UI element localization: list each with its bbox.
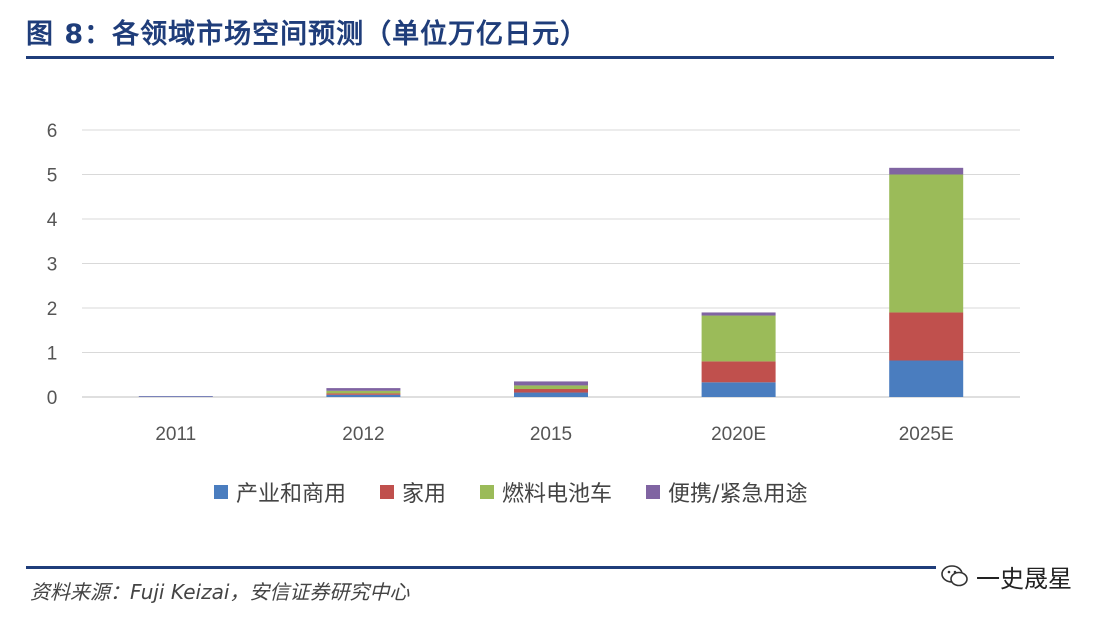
figure-title: 图 8：各领域市场空间预测（单位万亿日元） xyxy=(26,19,589,50)
bar-segment xyxy=(514,388,588,393)
bar-segment xyxy=(701,361,776,383)
legend-swatch xyxy=(480,485,495,499)
x-tick-label: 2015 xyxy=(530,424,572,445)
bar-segment xyxy=(514,381,588,386)
bar-segment xyxy=(326,394,401,397)
legend-swatch xyxy=(214,485,228,499)
bar-segment xyxy=(326,388,401,391)
watermark: 一史晟星 xyxy=(936,558,1076,594)
bar-segment xyxy=(889,174,964,313)
bar-segment xyxy=(514,385,588,389)
footer-rule xyxy=(26,566,1054,569)
y-tick-label: 4 xyxy=(47,210,58,231)
y-tick-label: 3 xyxy=(47,255,58,276)
stacked-bar-chart: 0 1 2 3 4 5 6 2011 2012 2015 2020E 2025E xyxy=(47,121,1020,445)
bar-segment xyxy=(514,392,588,397)
source-note: 资料来源：Fuji Keizai，安信证券研究中心 xyxy=(30,580,410,604)
wechat-icon xyxy=(941,565,968,587)
watermark-text: 一史晟星 xyxy=(976,564,1072,593)
legend-label: 产业和商用 xyxy=(236,482,347,507)
x-tick-label: 2020E xyxy=(711,424,766,445)
bar-segment xyxy=(326,390,401,394)
y-tick-label: 5 xyxy=(47,166,58,187)
bar-segment xyxy=(889,167,964,175)
x-tick-label: 2012 xyxy=(342,424,384,445)
legend-item: 便携/紧急用途 xyxy=(646,476,807,508)
title-rule xyxy=(26,56,1054,59)
bar-segment xyxy=(326,393,401,395)
legend-item: 家用 xyxy=(380,476,446,508)
x-tick-label: 2011 xyxy=(155,424,196,445)
y-tick-label: 6 xyxy=(47,121,58,142)
legend-item: 燃料电池车 xyxy=(480,476,612,508)
bar-segment xyxy=(701,315,776,362)
chart-legend: 产业和商用 家用 燃料电池车 便携/紧急用途 xyxy=(214,476,807,508)
legend-label: 便携/紧急用途 xyxy=(668,482,808,507)
y-tick-label: 0 xyxy=(47,388,58,409)
bar-segment xyxy=(889,312,964,361)
bar-segment xyxy=(889,360,964,397)
legend-swatch xyxy=(380,485,395,499)
y-tick-label: 1 xyxy=(47,344,58,365)
x-tick-label: 2025E xyxy=(899,424,954,445)
legend-swatch xyxy=(646,485,661,499)
bar-segment xyxy=(701,382,776,397)
y-tick-label: 2 xyxy=(47,299,58,320)
bar-segment xyxy=(701,312,776,316)
legend-label: 家用 xyxy=(402,482,447,507)
legend-item: 产业和商用 xyxy=(214,476,346,508)
legend-label: 燃料电池车 xyxy=(502,482,613,507)
